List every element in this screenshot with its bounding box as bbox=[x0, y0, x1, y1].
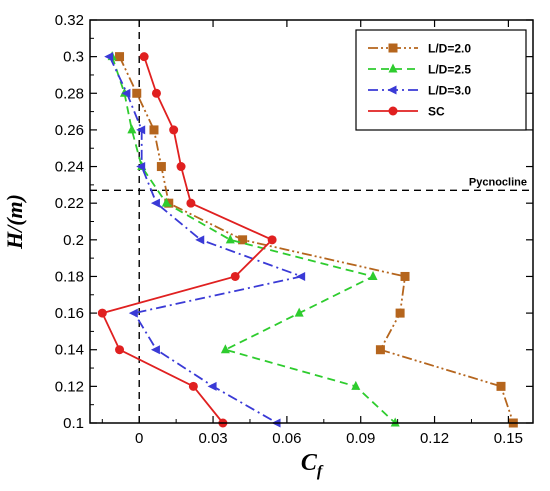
data-point bbox=[496, 381, 506, 391]
data-point bbox=[97, 308, 107, 318]
y-tick-label: 0.3 bbox=[63, 49, 84, 66]
data-point bbox=[132, 88, 142, 98]
legend-entry: L/D=3.0 bbox=[368, 84, 471, 98]
legend-swatch-marker bbox=[387, 85, 397, 95]
data-point bbox=[400, 271, 410, 281]
legend-swatch-marker bbox=[388, 63, 398, 73]
legend-label: L/D=2.5 bbox=[428, 63, 471, 77]
x-tick-label: 0.06 bbox=[272, 430, 301, 447]
data-point bbox=[225, 234, 235, 244]
data-point bbox=[156, 162, 166, 172]
data-point bbox=[169, 125, 179, 135]
legend-label: SC bbox=[428, 105, 445, 119]
data-point bbox=[127, 124, 137, 134]
series-l-d-3-0 bbox=[104, 52, 306, 428]
legend-entry: SC bbox=[368, 105, 445, 119]
legend-swatch-marker bbox=[388, 43, 398, 53]
legend-label: L/D=3.0 bbox=[428, 84, 471, 98]
data-point bbox=[375, 345, 385, 355]
legend: L/D=2.0 L/D=2.5 L/D=3.0 SC bbox=[355, 29, 527, 131]
data-point bbox=[351, 380, 361, 390]
legend-entry: L/D=2.0 bbox=[368, 42, 471, 56]
data-point bbox=[139, 52, 149, 62]
y-tick-label: 0.1 bbox=[63, 415, 84, 432]
data-point bbox=[115, 52, 125, 62]
data-point bbox=[176, 162, 186, 172]
data-point bbox=[136, 162, 146, 172]
series-sc bbox=[97, 52, 277, 428]
data-point bbox=[128, 308, 138, 318]
data-point bbox=[390, 417, 400, 427]
data-point bbox=[136, 125, 146, 135]
data-point bbox=[294, 307, 304, 317]
data-point bbox=[115, 345, 125, 355]
legend-label: L/D=2.0 bbox=[428, 42, 471, 56]
x-axis-title-subscript: f bbox=[317, 463, 324, 480]
plot-content: Pycnocline bbox=[90, 20, 533, 428]
data-point bbox=[296, 271, 306, 281]
series-line bbox=[111, 56, 396, 424]
x-axis-title: Cf bbox=[301, 450, 324, 480]
pycnocline-label: Pycnocline bbox=[469, 176, 527, 188]
data-point bbox=[188, 381, 198, 391]
data-point bbox=[368, 270, 378, 280]
legend-swatch-marker bbox=[388, 106, 398, 116]
y-tick-label: 0.22 bbox=[55, 195, 84, 212]
data-point bbox=[230, 271, 240, 281]
x-tick-label: 0.09 bbox=[346, 430, 375, 447]
data-point bbox=[150, 198, 160, 208]
y-tick-label: 0.28 bbox=[55, 85, 84, 102]
y-tick-label: 0.26 bbox=[55, 122, 84, 139]
data-point bbox=[207, 381, 217, 391]
data-point bbox=[151, 88, 161, 98]
y-tick-label: 0.18 bbox=[55, 268, 84, 285]
data-point bbox=[149, 125, 159, 135]
y-tick-label: 0.16 bbox=[55, 305, 84, 322]
data-point bbox=[267, 235, 277, 245]
data-point bbox=[161, 197, 171, 207]
data-point bbox=[186, 198, 196, 208]
data-point bbox=[121, 88, 131, 98]
x-axis-title-main: C bbox=[301, 450, 318, 476]
y-tick-label: 0.24 bbox=[55, 159, 84, 176]
legend-entry: L/D=2.5 bbox=[368, 63, 471, 77]
data-point bbox=[104, 52, 114, 62]
data-point bbox=[150, 345, 160, 355]
y-tick-label: 0.2 bbox=[63, 232, 84, 249]
y-tick-label: 0.14 bbox=[55, 342, 84, 359]
x-tick-label: 0 bbox=[135, 430, 143, 447]
series-line bbox=[108, 56, 305, 424]
data-point bbox=[195, 235, 205, 245]
y-axis-title: H/(m) bbox=[2, 194, 27, 250]
data-point bbox=[395, 308, 405, 318]
data-point bbox=[238, 235, 248, 245]
y-tick-label: 0.12 bbox=[55, 378, 84, 395]
axes-layer: 0 0.03 0.06 0.09 0.12 0.15 0.1 0.12 0.14 0.16 0.18… bbox=[55, 12, 533, 447]
y-tick-label: 0.32 bbox=[55, 12, 84, 29]
data-point bbox=[220, 344, 230, 354]
x-tick-label: 0.12 bbox=[420, 430, 449, 447]
legend-box bbox=[355, 29, 527, 131]
x-tick-label: 0.03 bbox=[198, 430, 227, 447]
x-tick-label: 0.15 bbox=[494, 430, 523, 447]
